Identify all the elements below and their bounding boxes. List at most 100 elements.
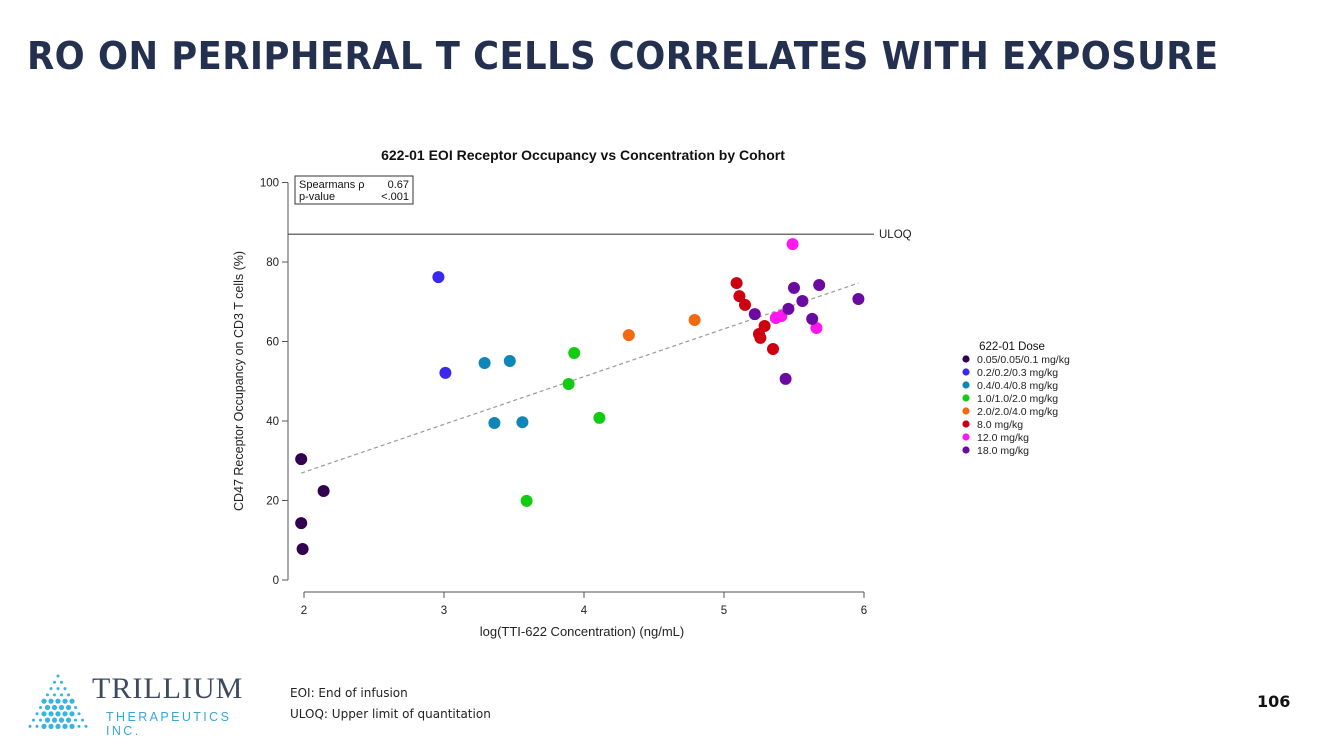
logo-dot bbox=[41, 723, 47, 729]
stats-box-label: p-value bbox=[299, 191, 335, 203]
logo-dot bbox=[55, 723, 61, 729]
legend-marker bbox=[962, 381, 970, 389]
data-point bbox=[779, 372, 792, 385]
logo-dot bbox=[44, 717, 51, 723]
logo-subtitle: THERAPEUTICS INC. bbox=[106, 710, 232, 738]
data-point bbox=[733, 290, 746, 303]
logo-dot bbox=[41, 711, 47, 717]
y-tick-label: 60 bbox=[266, 337, 279, 349]
company-logo: TRILLIUM THERAPEUTICS INC. bbox=[24, 670, 264, 738]
legend-label: 0.4/0.4/0.8 mg/kg bbox=[977, 380, 1058, 392]
x-tick-label: 4 bbox=[581, 605, 588, 617]
data-point bbox=[786, 238, 799, 251]
logo-dot bbox=[62, 711, 68, 717]
logo-dot bbox=[51, 717, 58, 723]
logo-dot bbox=[62, 698, 68, 704]
footnote-uloq: ULOQ: Upper limit of quantitation bbox=[290, 707, 491, 721]
logo-dot bbox=[65, 717, 72, 723]
legend-marker bbox=[962, 394, 970, 402]
logo-dot bbox=[55, 698, 61, 704]
data-point bbox=[782, 302, 795, 315]
logo-dot bbox=[48, 698, 54, 704]
data-point bbox=[622, 329, 635, 342]
page-number: 106 bbox=[1257, 692, 1291, 711]
trillium-dots-logo-icon bbox=[28, 674, 88, 729]
data-point bbox=[295, 453, 308, 466]
logo-dot bbox=[48, 723, 54, 729]
logo-dot bbox=[55, 711, 61, 717]
data-point bbox=[788, 281, 800, 294]
data-point bbox=[754, 331, 767, 344]
logo-dot bbox=[58, 717, 65, 723]
y-tick-label: 0 bbox=[273, 575, 279, 587]
logo-dot bbox=[77, 712, 81, 716]
y-tick-label: 40 bbox=[266, 416, 279, 428]
logo-dot bbox=[84, 724, 88, 728]
slide-title: RO ON PERIPHERAL T CELLS CORRELATES WITH… bbox=[27, 34, 1219, 78]
logo-dot bbox=[41, 698, 47, 704]
logo-dot bbox=[39, 706, 42, 709]
logo-dot bbox=[65, 704, 72, 711]
data-point bbox=[748, 308, 761, 321]
legend-label: 18.0 mg/kg bbox=[977, 445, 1029, 457]
stats-box-value: <.001 bbox=[381, 191, 409, 203]
logo-dot bbox=[77, 724, 81, 728]
logo-dot bbox=[56, 687, 60, 691]
data-point bbox=[317, 484, 330, 497]
uloq-label: ULOQ bbox=[879, 229, 912, 241]
logo-dot bbox=[58, 704, 65, 711]
logo-dot bbox=[69, 723, 75, 729]
data-point bbox=[568, 347, 581, 360]
data-point bbox=[796, 294, 809, 307]
data-point bbox=[439, 366, 452, 379]
logo-dot bbox=[81, 718, 84, 722]
logo-dot bbox=[74, 718, 77, 722]
legend-label: 0.2/0.2/0.3 mg/kg bbox=[977, 367, 1058, 379]
legend-label: 12.0 mg/kg bbox=[977, 432, 1029, 444]
data-point bbox=[593, 411, 606, 424]
data-point bbox=[296, 542, 309, 555]
logo-dot bbox=[69, 711, 75, 717]
logo-dot bbox=[63, 687, 67, 691]
data-point bbox=[813, 279, 826, 292]
x-tick-label: 2 bbox=[301, 605, 307, 617]
data-point bbox=[516, 416, 529, 429]
logo-dot bbox=[39, 718, 42, 722]
legend-label: 0.05/0.05/0.1 mg/kg bbox=[977, 354, 1070, 366]
data-point bbox=[688, 314, 701, 327]
x-axis-label: log(TTI-622 Concentration) (ng/mL) bbox=[480, 624, 684, 639]
logo-dot bbox=[35, 712, 39, 716]
data-point bbox=[432, 271, 445, 284]
stats-box bbox=[294, 175, 414, 205]
data-point bbox=[810, 321, 823, 334]
data-point bbox=[520, 494, 533, 507]
x-tick-label: 5 bbox=[721, 605, 727, 617]
legend-label: 2.0/2.0/4.0 mg/kg bbox=[977, 406, 1058, 418]
legend-marker bbox=[962, 407, 970, 415]
logo-dot bbox=[60, 693, 63, 697]
logo-dot bbox=[56, 674, 60, 678]
logo-dot bbox=[53, 693, 56, 697]
y-tick-label: 80 bbox=[266, 257, 279, 269]
logo-dot bbox=[49, 687, 53, 691]
logo-dot bbox=[32, 718, 35, 722]
data-point bbox=[852, 292, 865, 305]
logo-dot bbox=[48, 711, 54, 717]
data-point bbox=[488, 416, 501, 429]
logo-dot bbox=[67, 693, 70, 697]
legend-marker bbox=[962, 420, 970, 428]
data-point bbox=[739, 298, 751, 311]
data-point bbox=[503, 354, 516, 367]
legend-marker bbox=[962, 433, 970, 441]
logo-dot bbox=[62, 723, 68, 729]
legend-marker bbox=[962, 355, 970, 363]
chart-title: 622-01 EOI Receptor Occupancy vs Concent… bbox=[381, 147, 785, 163]
legend-marker bbox=[962, 368, 970, 376]
logo-dot bbox=[28, 724, 32, 728]
data-point bbox=[806, 312, 819, 325]
stats-box-label: Spearmans ρ bbox=[299, 179, 365, 191]
data-point bbox=[562, 378, 575, 391]
stats-box-value: 0.67 bbox=[388, 179, 409, 191]
logo-dot bbox=[74, 706, 77, 709]
